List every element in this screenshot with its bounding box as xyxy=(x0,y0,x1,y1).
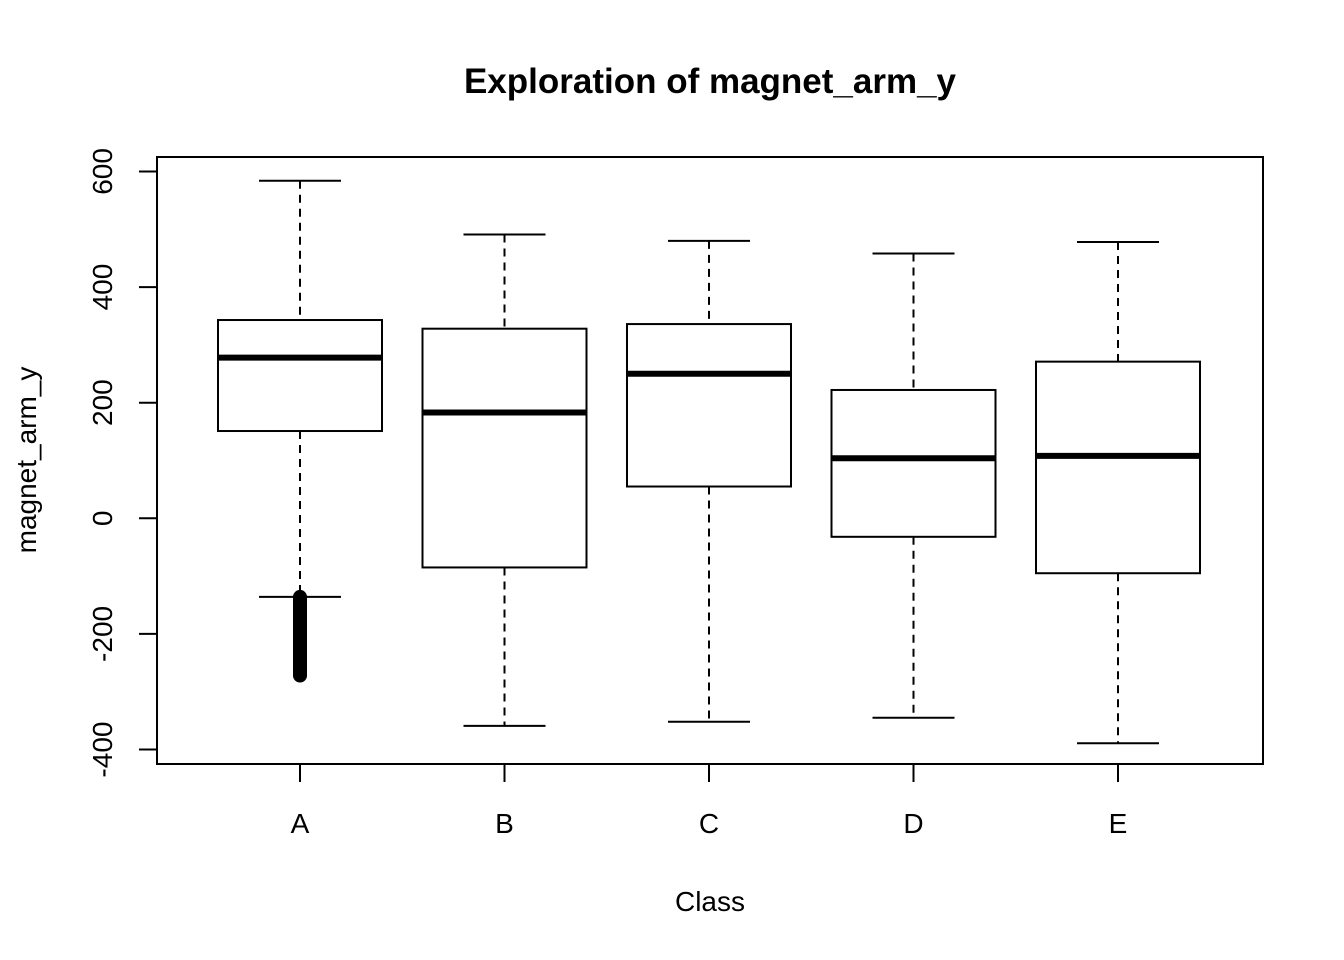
y-tick-label: 0 xyxy=(87,511,118,527)
y-axis: -400 -200 0 200 400 600 xyxy=(87,148,158,778)
chart-title: Exploration of magnet_arm_y xyxy=(464,62,957,101)
iqr-box xyxy=(217,319,383,433)
iqr-box xyxy=(830,388,997,538)
x-tick-label-a: A xyxy=(291,808,310,839)
x-tick-label-c: C xyxy=(699,808,719,839)
box-a xyxy=(217,179,383,683)
box-d xyxy=(830,252,997,719)
outlier-point xyxy=(293,668,307,683)
box-e xyxy=(1035,240,1201,745)
x-tick-label-d: D xyxy=(903,808,923,839)
x-tick-label-e: E xyxy=(1109,808,1128,839)
boxes xyxy=(217,179,1201,745)
box-b xyxy=(421,233,588,727)
y-axis-label: magnet_arm_y xyxy=(11,367,42,554)
iqr-box xyxy=(421,327,588,569)
y-tick-label: 400 xyxy=(87,264,118,311)
y-tick-label: -200 xyxy=(87,606,118,662)
iqr-box xyxy=(1035,360,1201,575)
iqr-box xyxy=(626,323,792,488)
outliers xyxy=(293,589,307,683)
x-axis: A B C D E xyxy=(291,764,1128,839)
y-tick-label: -400 xyxy=(87,722,118,778)
x-tick-label-b: B xyxy=(495,808,514,839)
box-c xyxy=(626,239,792,723)
y-tick-label: 600 xyxy=(87,148,118,195)
x-axis-label: Class xyxy=(675,886,745,917)
y-tick-label: 200 xyxy=(87,379,118,426)
